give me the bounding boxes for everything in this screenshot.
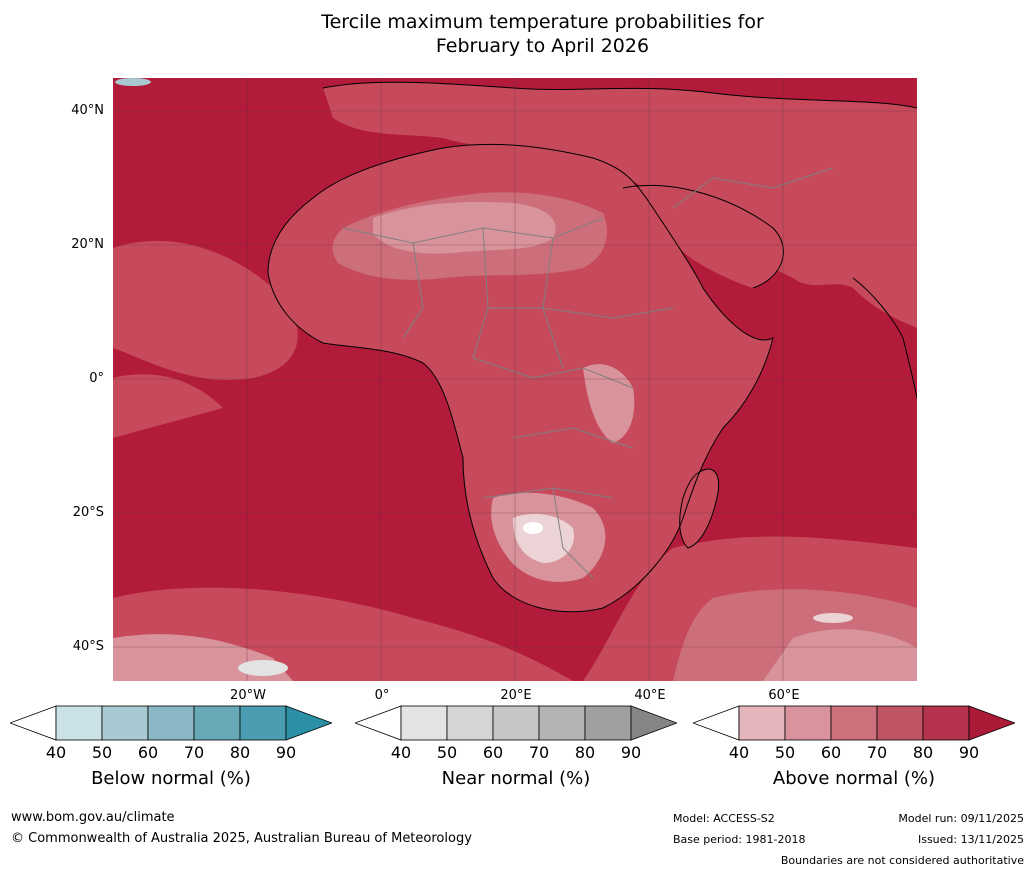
near-tick-50: 50 [436, 743, 458, 762]
blue-speck [115, 78, 151, 86]
near-swatch-low [355, 705, 402, 741]
below-swatch-5 [239, 705, 287, 741]
below-swatch-low [10, 705, 57, 741]
europe-coastline [322, 81, 917, 109]
above-swatch-low [693, 705, 740, 741]
footer-issued: Issued: 13/11/2025 [917, 833, 1024, 846]
near-tick-40: 40 [390, 743, 412, 762]
below-tick-80: 80 [229, 743, 251, 762]
above-swatch-3 [830, 705, 878, 741]
lat-label-0: 0° [89, 371, 104, 386]
lon-label-40e: 40°E [634, 688, 666, 703]
above-swatch-1 [738, 705, 786, 741]
footer-model-run: Model run: 09/11/2025 [898, 812, 1024, 825]
near-swatch-4 [538, 705, 586, 741]
below-swatch-3 [147, 705, 195, 741]
colorbar-above-swatches [693, 705, 1015, 741]
below-tick-70: 70 [183, 743, 205, 762]
grey-speck-ocean [238, 660, 288, 676]
below-swatch-1 [55, 705, 103, 741]
atlantic-warm-region [113, 240, 298, 381]
arabia-coastline [622, 184, 784, 289]
below-swatch-2 [101, 705, 149, 741]
below-tick-60: 60 [137, 743, 159, 762]
country-borders [342, 167, 834, 579]
lat-label-20s: 20°S [72, 505, 104, 520]
below-swatch-high [285, 705, 332, 741]
map-title: Tercile maximum temperature probabilitie… [0, 10, 1035, 58]
below-tick-90: 90 [275, 743, 297, 762]
near-swatch-high [630, 705, 677, 741]
colorbar-below [10, 705, 332, 741]
lon-label-20w: 20°W [230, 688, 266, 703]
below-swatch-4 [193, 705, 241, 741]
lon-label-20e: 20°E [500, 688, 532, 703]
above-tick-50: 50 [774, 743, 796, 762]
below-tick-50: 50 [91, 743, 113, 762]
white-speck-kalahari [523, 522, 543, 534]
lat-label-40n: 40°N [71, 103, 104, 118]
near-tick-60: 60 [482, 743, 504, 762]
legend-title-near: Near normal (%) [441, 768, 591, 789]
graticule [113, 78, 917, 681]
madagascar [679, 468, 720, 549]
legend-title-below: Below normal (%) [91, 768, 251, 789]
footer-disclaimer: Boundaries are not considered authoritat… [780, 854, 1024, 867]
lon-label-60e: 60°E [768, 688, 800, 703]
probability-map[interactable] [113, 78, 917, 681]
above-swatch-5 [922, 705, 970, 741]
lon-label-0: 0° [374, 688, 390, 703]
near-tick-90: 90 [620, 743, 642, 762]
arabia-land [623, 185, 784, 288]
lat-label-40s: 40°S [72, 639, 104, 654]
near-tick-70: 70 [528, 743, 550, 762]
above-tick-60: 60 [820, 743, 842, 762]
footer-base-period: Base period: 1981-2018 [673, 833, 806, 846]
lat-label-20n: 20°N [71, 237, 104, 252]
near-swatch-2 [446, 705, 494, 741]
colorbar-above [693, 705, 1015, 741]
title-line-1: Tercile maximum temperature probabilitie… [321, 11, 764, 33]
colorbar-below-swatches [10, 705, 332, 741]
atlantic-warm-region-2 [113, 374, 223, 438]
near-swatch-5 [584, 705, 632, 741]
above-tick-40: 40 [728, 743, 750, 762]
near-swatch-1 [400, 705, 448, 741]
africa-coastline [267, 143, 774, 613]
legend-title-above: Above normal (%) [772, 768, 936, 789]
footer-copyright: © Commonwealth of Australia 2025, Austra… [11, 831, 472, 846]
indian-ocean-light-region [763, 629, 917, 681]
map-svg [113, 78, 917, 681]
sahara-light-region [373, 201, 556, 254]
above-swatch-2 [784, 705, 832, 741]
above-tick-80: 80 [912, 743, 934, 762]
above-tick-90: 90 [958, 743, 980, 762]
near-tick-80: 80 [574, 743, 596, 762]
above-swatch-4 [876, 705, 924, 741]
footer-model: Model: ACCESS-S2 [673, 812, 775, 825]
above-tick-70: 70 [866, 743, 888, 762]
colorbar-near-swatches [355, 705, 677, 741]
pale-speck-ocean [813, 613, 853, 623]
colorbar-near [355, 705, 677, 741]
below-tick-40: 40 [45, 743, 67, 762]
above-swatch-high [968, 705, 1015, 741]
footer-website[interactable]: www.bom.gov.au/climate [11, 810, 175, 825]
near-swatch-3 [492, 705, 540, 741]
title-line-2: February to April 2026 [435, 35, 650, 57]
